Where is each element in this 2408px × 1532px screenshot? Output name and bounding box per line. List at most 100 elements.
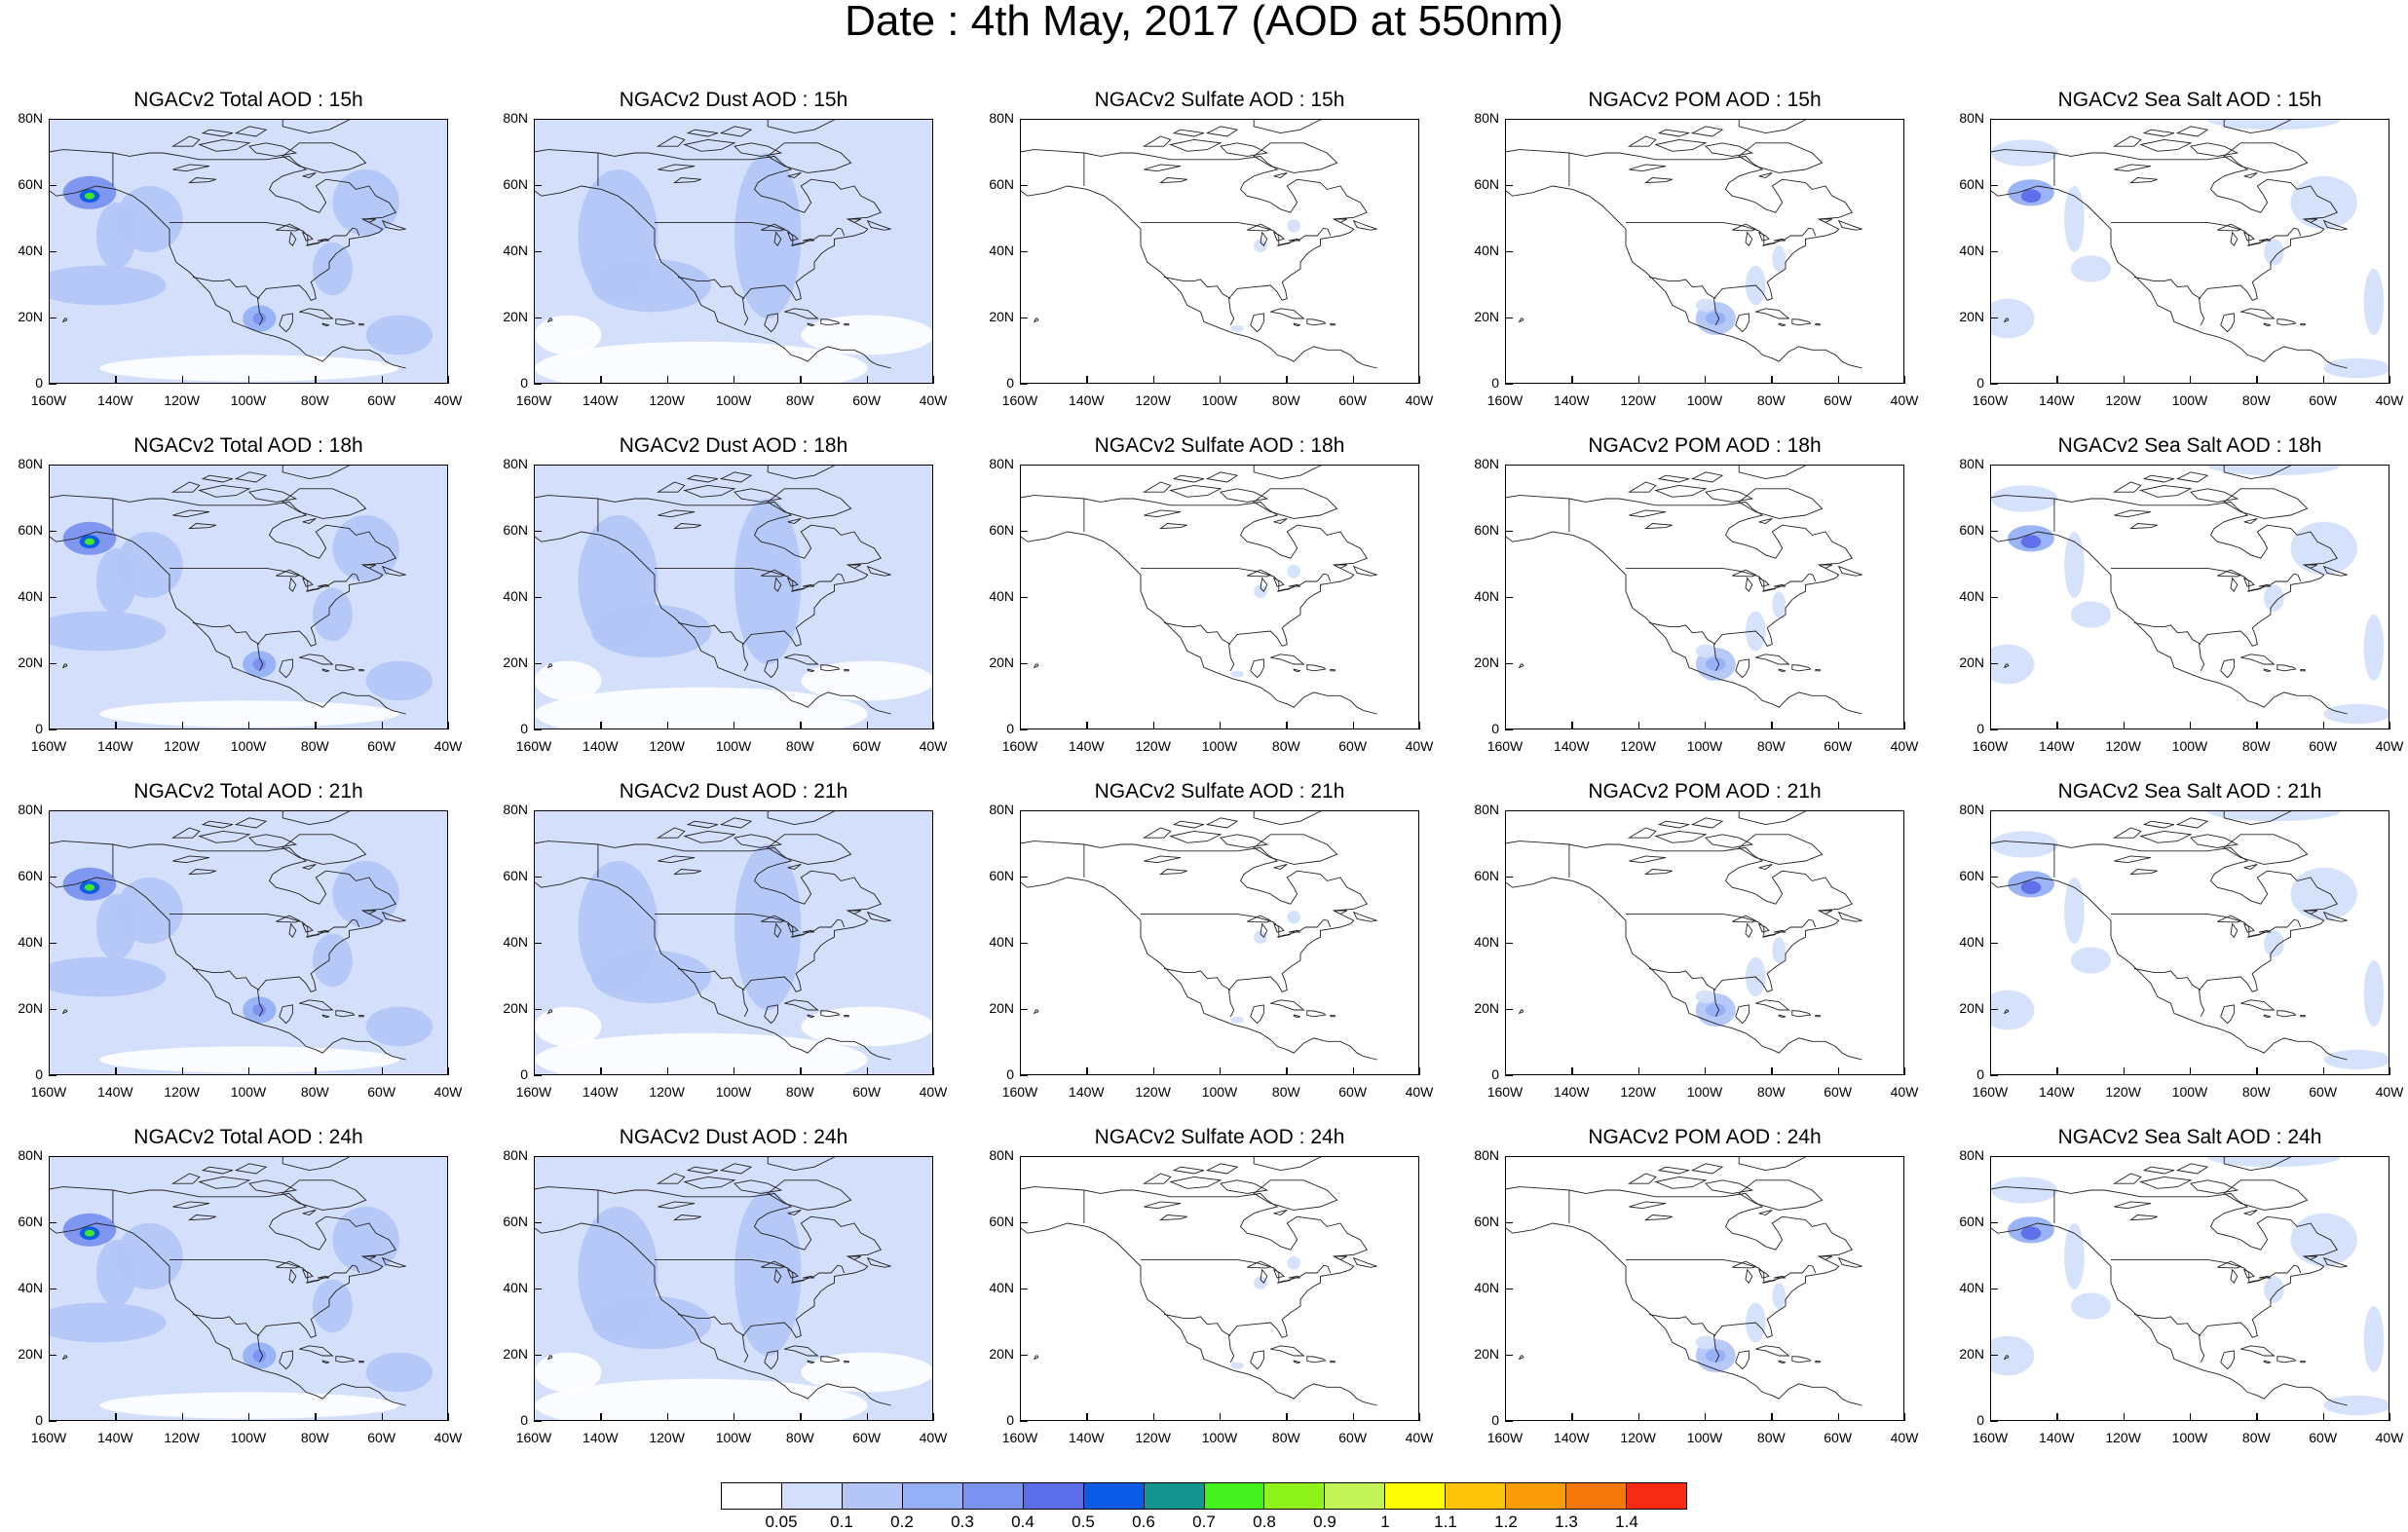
coastline — [2129, 1214, 2158, 1221]
coastline — [734, 1179, 783, 1194]
coastline — [1306, 1010, 1327, 1018]
coastline — [279, 313, 293, 333]
coastline — [764, 313, 778, 333]
coastline — [807, 1014, 815, 1018]
coastline — [2114, 509, 2152, 518]
y-tick-label: 20N — [1959, 1346, 1984, 1362]
x-tick-label: 160W — [1001, 1430, 1038, 1445]
coastline — [1745, 577, 1753, 592]
coastline — [2217, 1260, 2242, 1269]
x-tick-label: 120W — [1135, 392, 1171, 408]
coastline — [1757, 577, 1770, 587]
coastline — [305, 1280, 320, 1284]
y-tick-label: 20N — [989, 1346, 1014, 1362]
aod-cell — [50, 265, 167, 306]
coastline — [1352, 1256, 1377, 1268]
y-tick-label: 60N — [18, 868, 43, 883]
x-tick-label: 160W — [515, 738, 552, 754]
y-tick-label: 40N — [989, 588, 1014, 604]
aod-cell — [1991, 990, 2035, 1030]
x-tick-label: 140W — [1554, 1084, 1590, 1100]
coastline — [1288, 1275, 1301, 1279]
y-tick-mark — [1505, 119, 1513, 121]
coastline — [2263, 322, 2272, 326]
coastline — [2230, 577, 2239, 592]
coastline — [381, 1256, 406, 1268]
x-tick-label: 60W — [1338, 738, 1368, 754]
coastline — [2263, 668, 2272, 672]
x-tick-label: 60W — [1824, 392, 1853, 408]
coastline — [2246, 934, 2261, 938]
coastline — [1293, 322, 1301, 326]
colorbar-swatch — [1385, 1483, 1447, 1509]
coastline — [302, 1209, 317, 1215]
coastline — [1626, 221, 1817, 246]
x-tick-label: 60W — [1338, 392, 1368, 408]
x-tick-label: 60W — [2309, 1084, 2338, 1100]
map-area — [1020, 119, 1419, 384]
y-tick-label: 0 — [1491, 375, 1499, 391]
colorbar-swatch — [902, 1483, 963, 1509]
x-tick-label: 140W — [1554, 738, 1590, 754]
map-area — [534, 465, 933, 729]
coastline — [288, 577, 297, 592]
x-tick-label: 160W — [30, 738, 67, 754]
coastline — [847, 218, 862, 223]
aod-cell — [1991, 1177, 2058, 1204]
x-tick-mark — [600, 376, 602, 384]
panel-title: NGACv2 Sea Salt AOD : 18h — [2057, 434, 2322, 457]
aod-cell — [535, 660, 602, 701]
coastline — [2223, 834, 2309, 865]
x-tick-label: 140W — [1069, 738, 1105, 754]
coastline — [358, 1360, 365, 1364]
coastline — [546, 1009, 553, 1015]
x-tick-label: 120W — [1135, 738, 1171, 754]
y-tick-label: 20N — [1474, 654, 1499, 670]
coastline — [802, 238, 815, 242]
coastline — [282, 811, 351, 826]
x-tick-mark — [1990, 376, 1992, 384]
x-tick-label: 160W — [1972, 1430, 2009, 1445]
coastline — [2114, 855, 2152, 864]
coastline — [764, 1004, 778, 1025]
x-tick-label: 40W — [919, 738, 948, 754]
coastline — [844, 668, 850, 672]
x-tick-mark — [2389, 1413, 2391, 1421]
coastline — [276, 1260, 301, 1269]
coastline — [1991, 495, 2338, 672]
coastline — [866, 911, 891, 922]
coastline — [1253, 488, 1338, 519]
x-tick-mark — [1837, 376, 1839, 384]
x-tick-mark — [800, 1413, 802, 1421]
map-svg — [535, 1157, 932, 1420]
coastline — [1755, 1345, 1790, 1357]
x-tick-mark — [1637, 722, 1639, 729]
map-panel: NGACv2 Sulfate AOD : 21h 80N 60N 40N 20N 0 160… — [989, 781, 1507, 1112]
coastline — [1690, 817, 1724, 829]
coastline — [1506, 185, 1862, 369]
panel-title: NGACv2 POM AOD : 24h — [1588, 1126, 1822, 1148]
x-tick-mark — [1705, 376, 1707, 384]
aod-cell — [365, 1006, 433, 1047]
aod-cell — [50, 611, 167, 652]
coastline — [2300, 1014, 2307, 1018]
y-tick-mark — [534, 251, 542, 253]
y-tick-label: 40N — [1474, 1280, 1499, 1295]
y-tick-label: 20N — [18, 1000, 43, 1016]
coastline — [50, 185, 406, 369]
coastline — [790, 1280, 805, 1284]
coastline — [2246, 1280, 2261, 1284]
x-tick-label: 100W — [2171, 1430, 2208, 1445]
x-tick-label: 120W — [1135, 1430, 1171, 1445]
coastline — [535, 877, 891, 1061]
y-tick-mark — [1020, 119, 1028, 121]
x-tick-mark — [800, 1067, 802, 1075]
coastline — [1791, 664, 1812, 672]
y-tick-label: 80N — [1474, 802, 1499, 817]
map-area — [534, 119, 933, 384]
x-tick-mark — [49, 722, 51, 729]
y-tick-mark — [49, 1421, 56, 1423]
coastline — [1288, 929, 1301, 933]
coastline — [2246, 243, 2261, 246]
coastline — [535, 149, 882, 326]
